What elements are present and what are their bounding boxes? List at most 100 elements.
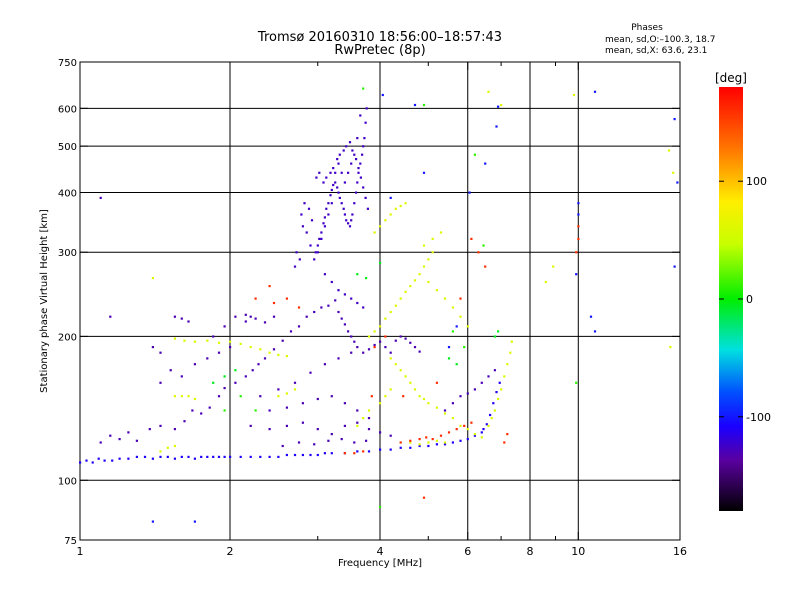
data-point <box>367 409 371 412</box>
axis-ticks-layer: 1 2 4 6 8 10 16 75 100 200 300 400 500 600 750 <box>58 58 687 558</box>
data-point <box>497 105 500 108</box>
data-point <box>399 446 402 449</box>
data-point <box>327 213 330 216</box>
data-point <box>673 265 676 268</box>
data-point <box>348 141 352 144</box>
data-point <box>394 363 397 366</box>
data-point <box>151 520 154 523</box>
data-point <box>356 273 359 276</box>
data-point <box>470 237 473 240</box>
data-point <box>394 207 397 210</box>
data-point <box>373 231 376 234</box>
data-point <box>320 231 323 234</box>
data-point <box>334 299 337 302</box>
data-point <box>111 459 114 462</box>
data-point <box>322 181 325 184</box>
data-point <box>451 330 454 333</box>
data-point <box>173 315 176 318</box>
data-point <box>577 213 580 216</box>
data-point <box>399 369 402 372</box>
data-point <box>353 340 356 343</box>
data-point <box>356 301 359 305</box>
data-point <box>463 346 466 349</box>
data-point <box>180 455 183 458</box>
data-point <box>367 450 371 453</box>
data-point <box>217 395 221 398</box>
data-point <box>327 202 330 205</box>
data-point <box>297 306 301 309</box>
data-point <box>329 194 332 197</box>
data-point <box>443 297 447 300</box>
data-point <box>443 409 447 412</box>
data-point <box>367 417 371 420</box>
data-point <box>151 346 154 349</box>
data-point <box>497 397 500 401</box>
data-point <box>356 346 359 349</box>
data-point <box>285 453 288 457</box>
data-point <box>480 436 483 439</box>
data-point <box>135 455 138 458</box>
data-point <box>159 381 162 384</box>
y-axis-label: Stationary phase Virtual Height [km] <box>39 209 50 393</box>
data-point <box>435 439 438 442</box>
data-points-layer <box>79 87 679 523</box>
data-point <box>208 406 211 409</box>
data-point <box>187 455 190 458</box>
data-point <box>173 337 176 340</box>
data-point <box>364 121 367 124</box>
data-point <box>455 428 458 431</box>
data-point <box>183 420 186 423</box>
data-point <box>439 434 443 437</box>
data-point <box>244 313 247 316</box>
data-point <box>447 357 451 360</box>
data-point <box>259 455 262 458</box>
data-point <box>343 402 346 405</box>
data-point <box>345 145 348 148</box>
data-point <box>118 457 121 460</box>
data-point <box>404 337 407 340</box>
data-point <box>336 158 339 161</box>
data-point <box>239 455 242 458</box>
data-point <box>356 137 359 140</box>
data-point <box>263 357 267 360</box>
data-point <box>435 289 438 292</box>
data-point <box>482 244 485 247</box>
data-point <box>356 450 359 453</box>
data-point <box>343 181 346 184</box>
data-point <box>307 207 311 210</box>
data-point <box>379 340 382 343</box>
data-point <box>272 348 276 351</box>
data-point <box>431 237 434 240</box>
data-point <box>318 237 321 240</box>
x-axis-label: Frequency [MHz] <box>338 558 422 569</box>
data-point <box>330 395 333 398</box>
data-point <box>159 455 162 458</box>
data-point <box>473 433 476 436</box>
data-point <box>325 207 328 210</box>
data-point <box>466 392 469 395</box>
data-point <box>297 441 301 444</box>
data-point <box>459 395 462 398</box>
data-point <box>272 315 276 318</box>
data-point <box>351 149 354 152</box>
data-point <box>297 325 301 328</box>
data-point <box>327 439 330 442</box>
data-point <box>431 438 434 441</box>
data-point <box>422 171 426 174</box>
data-point <box>676 181 679 184</box>
data-point <box>206 339 209 342</box>
data-point <box>509 351 512 354</box>
data-point <box>367 428 371 431</box>
data-point <box>251 369 254 372</box>
data-point <box>455 325 458 328</box>
x-tick-label: 10 <box>571 545 585 558</box>
data-point <box>418 350 421 353</box>
data-point <box>379 431 382 434</box>
x-tick-label: 2 <box>227 545 234 558</box>
data-point <box>316 251 319 254</box>
data-point <box>389 196 392 199</box>
data-point <box>362 351 365 354</box>
data-point <box>229 340 232 343</box>
data-point <box>309 371 312 374</box>
data-point <box>159 424 162 427</box>
